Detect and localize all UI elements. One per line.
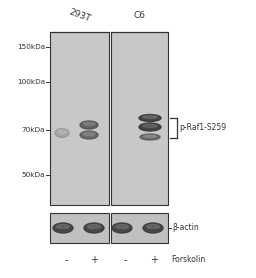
Text: +: + [150,255,158,265]
Text: -: - [124,255,127,265]
Text: C6: C6 [133,11,145,19]
Ellipse shape [140,134,160,140]
Bar [50,213,109,243]
Text: 70kDa: 70kDa [22,127,45,133]
Ellipse shape [80,121,98,129]
Text: Forskolin: Forskolin [171,255,205,264]
Text: 100kDa: 100kDa [17,79,45,85]
Text: 293T: 293T [68,7,92,23]
Ellipse shape [83,122,95,125]
Ellipse shape [143,124,157,127]
Ellipse shape [57,225,69,229]
Ellipse shape [88,225,101,229]
Ellipse shape [143,223,163,233]
Ellipse shape [112,223,132,233]
Bar [111,213,168,243]
Text: 150kDa: 150kDa [17,44,45,50]
Ellipse shape [55,128,69,138]
Ellipse shape [139,123,161,131]
Ellipse shape [115,225,129,229]
Text: 50kDa: 50kDa [22,172,45,178]
Text: -: - [65,255,68,265]
Ellipse shape [53,223,73,233]
Ellipse shape [83,132,95,135]
Text: +: + [90,255,98,265]
Bar [111,32,168,205]
Text: β-actin: β-actin [172,224,199,232]
Ellipse shape [143,116,157,118]
Text: p-Raf1-S259: p-Raf1-S259 [179,123,226,133]
Ellipse shape [80,131,98,139]
Ellipse shape [144,135,156,137]
Ellipse shape [84,223,104,233]
Ellipse shape [57,130,67,133]
Ellipse shape [146,225,159,229]
Ellipse shape [139,115,161,121]
Bar [50,32,109,205]
